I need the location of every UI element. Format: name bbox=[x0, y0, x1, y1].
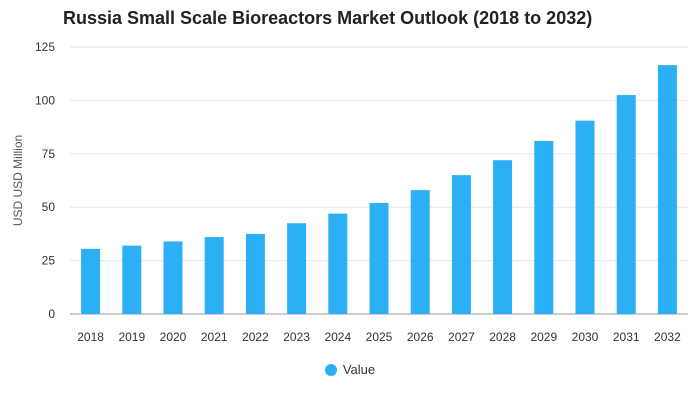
bar bbox=[163, 241, 183, 314]
x-tick-label: 2024 bbox=[324, 330, 351, 344]
y-axis-label: USD USD Million bbox=[11, 135, 25, 226]
legend-marker bbox=[324, 363, 337, 376]
y-tick-label: 0 bbox=[48, 307, 55, 321]
y-tick-label: 25 bbox=[42, 254, 56, 268]
x-tick-label: 2020 bbox=[160, 330, 187, 344]
x-tick-label: 2021 bbox=[201, 330, 228, 344]
bar bbox=[534, 140, 554, 314]
x-tick-label: 2028 bbox=[489, 330, 516, 344]
x-tick-label: 2025 bbox=[366, 330, 393, 344]
x-tick-label: 2026 bbox=[407, 330, 434, 344]
bar bbox=[369, 202, 389, 314]
x-tick-label: 2027 bbox=[448, 330, 475, 344]
bar bbox=[122, 245, 142, 314]
y-tick-label: 50 bbox=[42, 200, 56, 214]
legend-label: Value bbox=[342, 362, 376, 377]
bar bbox=[493, 160, 513, 314]
x-tick-label: 2023 bbox=[283, 330, 310, 344]
bar bbox=[245, 233, 265, 314]
x-tick-label: 2018 bbox=[77, 330, 104, 344]
x-tick-label: 2031 bbox=[613, 330, 640, 344]
y-tick-label: 100 bbox=[35, 93, 55, 107]
y-tick-label: 125 bbox=[35, 40, 55, 54]
x-tick-label: 2032 bbox=[654, 330, 681, 344]
bar bbox=[575, 120, 595, 314]
bar bbox=[616, 95, 636, 314]
x-tick-label: 2029 bbox=[530, 330, 557, 344]
x-tick-label: 2022 bbox=[242, 330, 269, 344]
x-tick-label: 2030 bbox=[572, 330, 599, 344]
bar bbox=[410, 190, 430, 314]
bar bbox=[81, 248, 101, 314]
bar bbox=[328, 213, 348, 314]
bar bbox=[451, 175, 471, 314]
chart-title: Russia Small Scale Bioreactors Market Ou… bbox=[63, 8, 593, 28]
legend: Value bbox=[0, 362, 700, 377]
bar bbox=[287, 223, 307, 314]
x-tick-label: 2019 bbox=[118, 330, 145, 344]
y-tick-label: 75 bbox=[42, 147, 56, 161]
bar bbox=[657, 65, 677, 314]
bar bbox=[204, 237, 224, 314]
